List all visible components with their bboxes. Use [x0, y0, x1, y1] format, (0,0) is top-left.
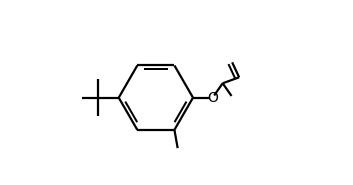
Text: O: O: [207, 91, 218, 105]
